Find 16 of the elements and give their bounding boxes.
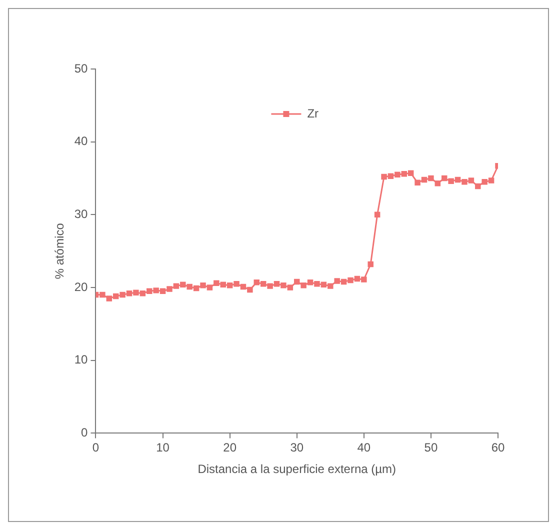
x-tick-label: 10 [156,440,170,455]
y-tick-label: 10 [74,352,88,367]
y-tick-label: 40 [74,134,88,148]
x-tick-label: 20 [223,440,237,455]
y-tick-label: 50 [74,61,88,76]
y-tick-label: 20 [74,280,88,294]
x-tick-label: 30 [290,440,304,455]
x-tick-label: 0 [92,440,100,455]
x-axis-title: Distancia a la superficie externa (µm) [198,462,396,476]
y-tick-label: 30 [74,206,88,221]
x-tick-label: 60 [491,440,505,455]
x-tick-label: 50 [424,440,438,455]
legend-label: Zr [307,106,319,120]
y-axis-title: % atómico [52,222,67,280]
y-tick-label: 0 [81,426,88,440]
x-tick-label: 40 [357,440,371,455]
